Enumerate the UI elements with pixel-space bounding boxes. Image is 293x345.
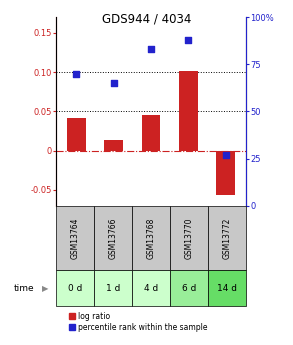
- Point: [74, 71, 79, 77]
- Bar: [208, 270, 246, 306]
- Bar: [94, 206, 132, 270]
- Bar: [132, 206, 170, 270]
- Text: GDS944 / 4034: GDS944 / 4034: [102, 12, 191, 25]
- Text: GSM13772: GSM13772: [223, 217, 231, 259]
- Bar: [216, 151, 235, 195]
- Text: GSM13770: GSM13770: [185, 217, 193, 259]
- Bar: [142, 115, 160, 151]
- Text: GSM13764: GSM13764: [70, 217, 79, 259]
- Point: [111, 80, 116, 86]
- Bar: [56, 206, 94, 270]
- Bar: [67, 118, 86, 151]
- Text: 0 d: 0 d: [67, 284, 82, 293]
- Point: [149, 47, 153, 52]
- Bar: [170, 206, 208, 270]
- Text: 6 d: 6 d: [182, 284, 196, 293]
- Legend: log ratio, percentile rank within the sample: log ratio, percentile rank within the sa…: [69, 312, 208, 332]
- Bar: [208, 206, 246, 270]
- Text: 14 d: 14 d: [217, 284, 237, 293]
- Text: GSM13766: GSM13766: [108, 217, 117, 259]
- Text: 1 d: 1 d: [105, 284, 120, 293]
- Text: ▶: ▶: [42, 284, 49, 293]
- Bar: [104, 140, 123, 151]
- Bar: [56, 270, 94, 306]
- Bar: [170, 270, 208, 306]
- Bar: [179, 71, 197, 151]
- Text: time: time: [14, 284, 34, 293]
- Point: [223, 152, 228, 158]
- Bar: [132, 270, 170, 306]
- Bar: [94, 270, 132, 306]
- Text: GSM13768: GSM13768: [146, 217, 155, 259]
- Text: 4 d: 4 d: [144, 284, 158, 293]
- Point: [186, 37, 190, 43]
